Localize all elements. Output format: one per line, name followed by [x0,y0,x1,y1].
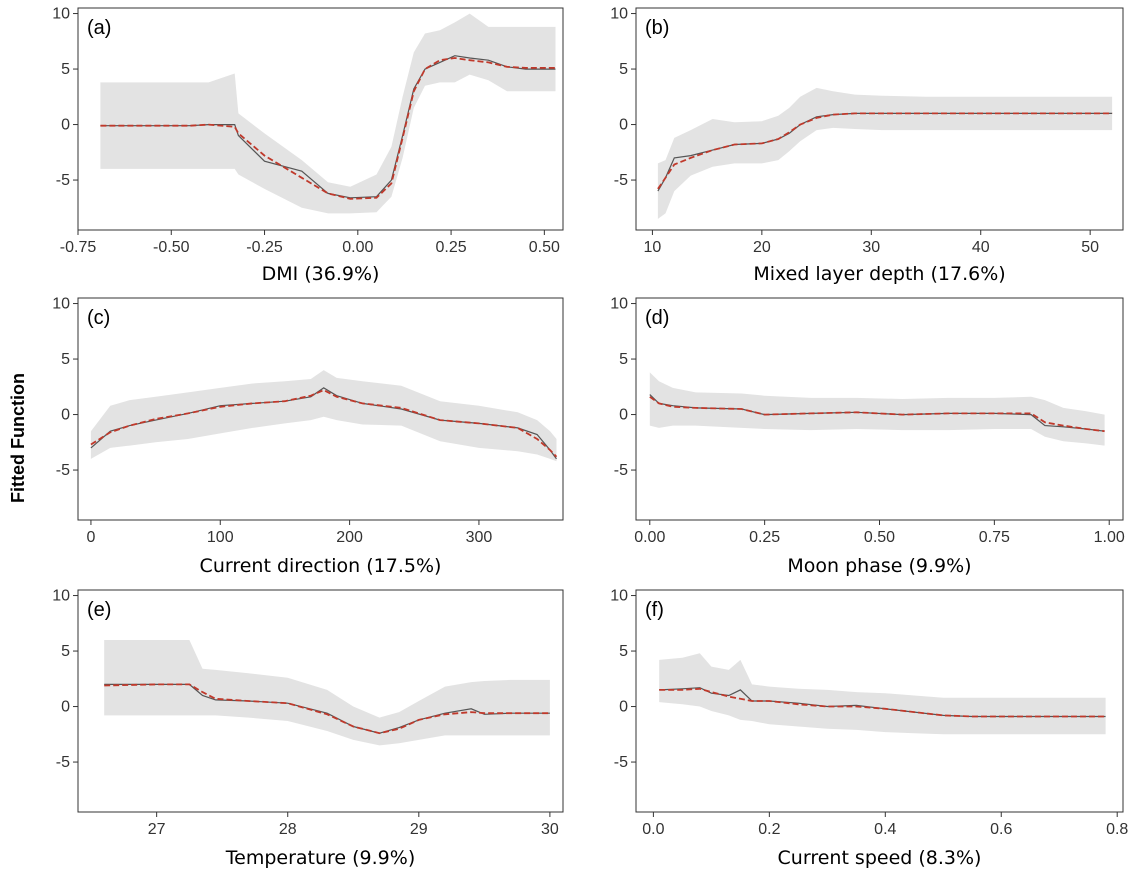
panel-tag: (e) [87,599,111,621]
observed-line [90,387,557,460]
y-tick-label: 0 [61,407,70,424]
x-tick-label: 0.2 [758,821,780,838]
panel-f: 10 5 0 -5 0.0 0.2 0.4 0.6 0.8 (f) Current speed (8… [610,588,1128,869]
panel-c: 10 5 0 -5 0 100 200 300 (c) Current direction (17… [52,296,564,577]
y-tick-label: 0 [61,117,70,134]
x-tick-label: 0.6 [990,821,1012,838]
panel-a: 10 5 0 -5 -0.75 -0.50 -0.25 0.00 0.25 0.50 (a) DMI … [52,6,564,285]
x-tick-label: -0.25 [246,239,283,256]
fitted-line [100,57,556,200]
x-tick-label: 10 [644,239,662,256]
x-tick-label: 50 [1081,239,1099,256]
x-axis-label: DMI (36.9%) [262,263,380,285]
x-tick-label: 0.8 [1106,821,1128,838]
y-tick-label: 10 [52,588,70,605]
y-tick-label: 0 [61,699,70,716]
y-tick-label: 5 [619,61,628,78]
x-axis-label: Current direction (17.5%) [200,555,442,577]
x-tick-label: -0.50 [153,239,190,256]
x-tick-label: 0.50 [864,529,895,546]
x-tick-label: 0.4 [874,821,896,838]
x-tick-label: 0.50 [529,239,560,256]
fitted-line [104,683,550,735]
x-tick-label: 0.75 [979,529,1010,546]
y-tick-label: 5 [61,61,70,78]
confidence-band [649,372,1105,446]
y-tick-label: -5 [56,754,70,771]
x-tick-label: 0.00 [634,529,665,546]
y-tick-label: 0 [619,407,628,424]
fitted-line [657,112,1113,190]
panel-e: 10 5 0 -5 27 28 29 30 (e) Temperature (9.9%) [52,588,564,869]
x-tick-label: 30 [862,239,880,256]
confidence-band [90,370,557,462]
confidence-band [657,87,1113,219]
y-tick-label: 5 [61,351,70,368]
confidence-band [104,640,550,746]
y-tick-label: -5 [56,462,70,479]
x-tick-label: 0.25 [436,239,467,256]
x-tick-label: 200 [336,529,363,546]
x-tick-label: 300 [466,529,493,546]
panel-tag: (c) [87,307,110,329]
x-tick-label: 1.00 [1094,529,1125,546]
x-axis-label: Moon phase (9.9%) [787,555,971,577]
x-tick-label: 0 [86,529,95,546]
y-tick-label: -5 [614,172,628,189]
y-tick-label: 0 [619,117,628,134]
panel-tag: (a) [87,17,111,39]
y-tick-label: 5 [619,643,628,660]
x-tick-label: 100 [207,529,234,546]
panel-tag: (d) [645,307,669,329]
y-tick-label: -5 [614,754,628,771]
panel-frame [77,297,564,521]
fitted-line [649,396,1105,433]
x-axis-label: Current speed (8.3%) [778,847,982,869]
panel-frame [77,589,564,813]
fitted-line [659,687,1106,718]
x-tick-label: 20 [753,239,771,256]
y-axis-title: Fitted Function [8,373,28,503]
x-axis-label: Temperature (9.9%) [225,847,416,869]
y-tick-label: 10 [610,588,628,605]
x-tick-label: 0.0 [642,821,664,838]
y-tick-label: 0 [619,699,628,716]
panel-frame [635,7,1124,231]
x-tick-label: 40 [972,239,990,256]
y-tick-label: 10 [52,6,70,23]
panel-tag: (b) [645,17,669,39]
x-axis-label: Mixed layer depth (17.6%) [753,263,1005,285]
y-tick-label: 10 [610,6,628,23]
y-tick-label: 5 [61,643,70,660]
panel-d: 10 5 0 -5 0.00 0.25 0.50 0.75 1.00 (d) Moon phase … [610,296,1125,577]
x-tick-label: 28 [279,821,297,838]
panel-frame [77,7,564,231]
x-tick-label: 30 [541,821,559,838]
panel-tag: (f) [645,599,664,621]
y-tick-label: 5 [619,351,628,368]
y-tick-label: 10 [610,296,628,313]
confidence-band [659,653,1106,735]
panel-frame [635,589,1124,813]
x-tick-label: 27 [148,821,166,838]
y-tick-label: 10 [52,296,70,313]
y-tick-label: -5 [56,172,70,189]
confidence-band [100,13,556,214]
x-tick-label: 0.00 [342,239,373,256]
x-tick-label: -0.75 [60,239,97,256]
x-tick-label: 0.25 [749,529,780,546]
y-tick-label: -5 [614,462,628,479]
x-tick-label: 29 [410,821,428,838]
